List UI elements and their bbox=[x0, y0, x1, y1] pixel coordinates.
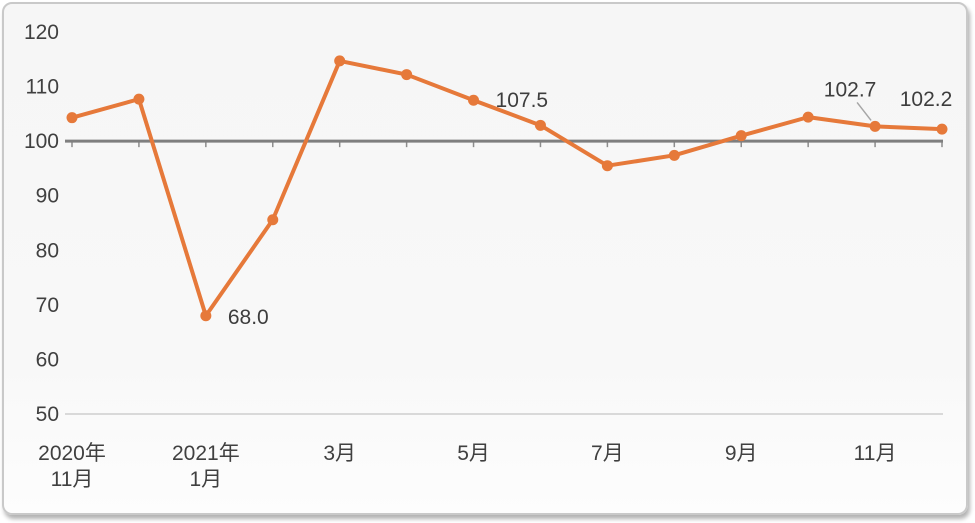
data-point-marker bbox=[334, 55, 346, 67]
x-axis-tick-label: 9月 bbox=[725, 442, 758, 465]
y-axis-tick-label: 80 bbox=[36, 239, 59, 262]
x-axis-tick-label: 5月 bbox=[457, 442, 490, 465]
x-axis-tick-label: 2020年 11月 bbox=[38, 442, 106, 491]
line-chart: 120 110 100 90 80 70 60 50 2020年 11月 2021年 1月 3月 5月 7月… bbox=[24, 21, 953, 491]
y-axis-tick-label: 110 bbox=[26, 76, 59, 99]
data-label: 102.2 bbox=[900, 88, 953, 111]
data-point-marker bbox=[401, 69, 413, 81]
data-label: 107.5 bbox=[496, 89, 549, 112]
y-axis-tick-label: 90 bbox=[36, 185, 59, 208]
data-point-marker bbox=[601, 160, 613, 172]
chart-card: 120 110 100 90 80 70 60 50 2020年 11月 2021年 1月 3月 5月 7月… bbox=[2, 2, 968, 515]
series-line bbox=[70, 58, 944, 318]
data-point-marker bbox=[802, 111, 814, 123]
data-point-marker bbox=[468, 94, 480, 106]
x-axis-tick-label: 7月 bbox=[591, 442, 624, 465]
data-point-marker bbox=[267, 214, 279, 226]
data-point-marker bbox=[66, 112, 78, 124]
y-axis-tick-label: 100 bbox=[24, 130, 59, 153]
data-point-marker bbox=[534, 119, 546, 131]
data-point-marker bbox=[869, 120, 881, 132]
y-axis-tick-label: 120 bbox=[24, 21, 59, 44]
data-point-marker bbox=[668, 149, 680, 161]
data-label: 68.0 bbox=[228, 306, 269, 329]
data-label: 102.7 bbox=[824, 78, 877, 101]
data-point-marker bbox=[936, 123, 948, 135]
data-label-leader-line bbox=[856, 101, 872, 121]
x-axis-tick-label: 3月 bbox=[323, 442, 356, 465]
data-point-marker bbox=[735, 130, 747, 142]
y-axis-tick-label: 60 bbox=[36, 348, 59, 371]
y-axis-tick-label: 50 bbox=[36, 403, 59, 426]
data-point-marker bbox=[133, 93, 145, 105]
data-point-marker bbox=[200, 310, 212, 322]
x-axis-tick-label: 11月 bbox=[854, 442, 897, 465]
y-axis-tick-label: 70 bbox=[36, 294, 59, 317]
x-axis-tick-label: 2021年 1月 bbox=[172, 442, 240, 491]
